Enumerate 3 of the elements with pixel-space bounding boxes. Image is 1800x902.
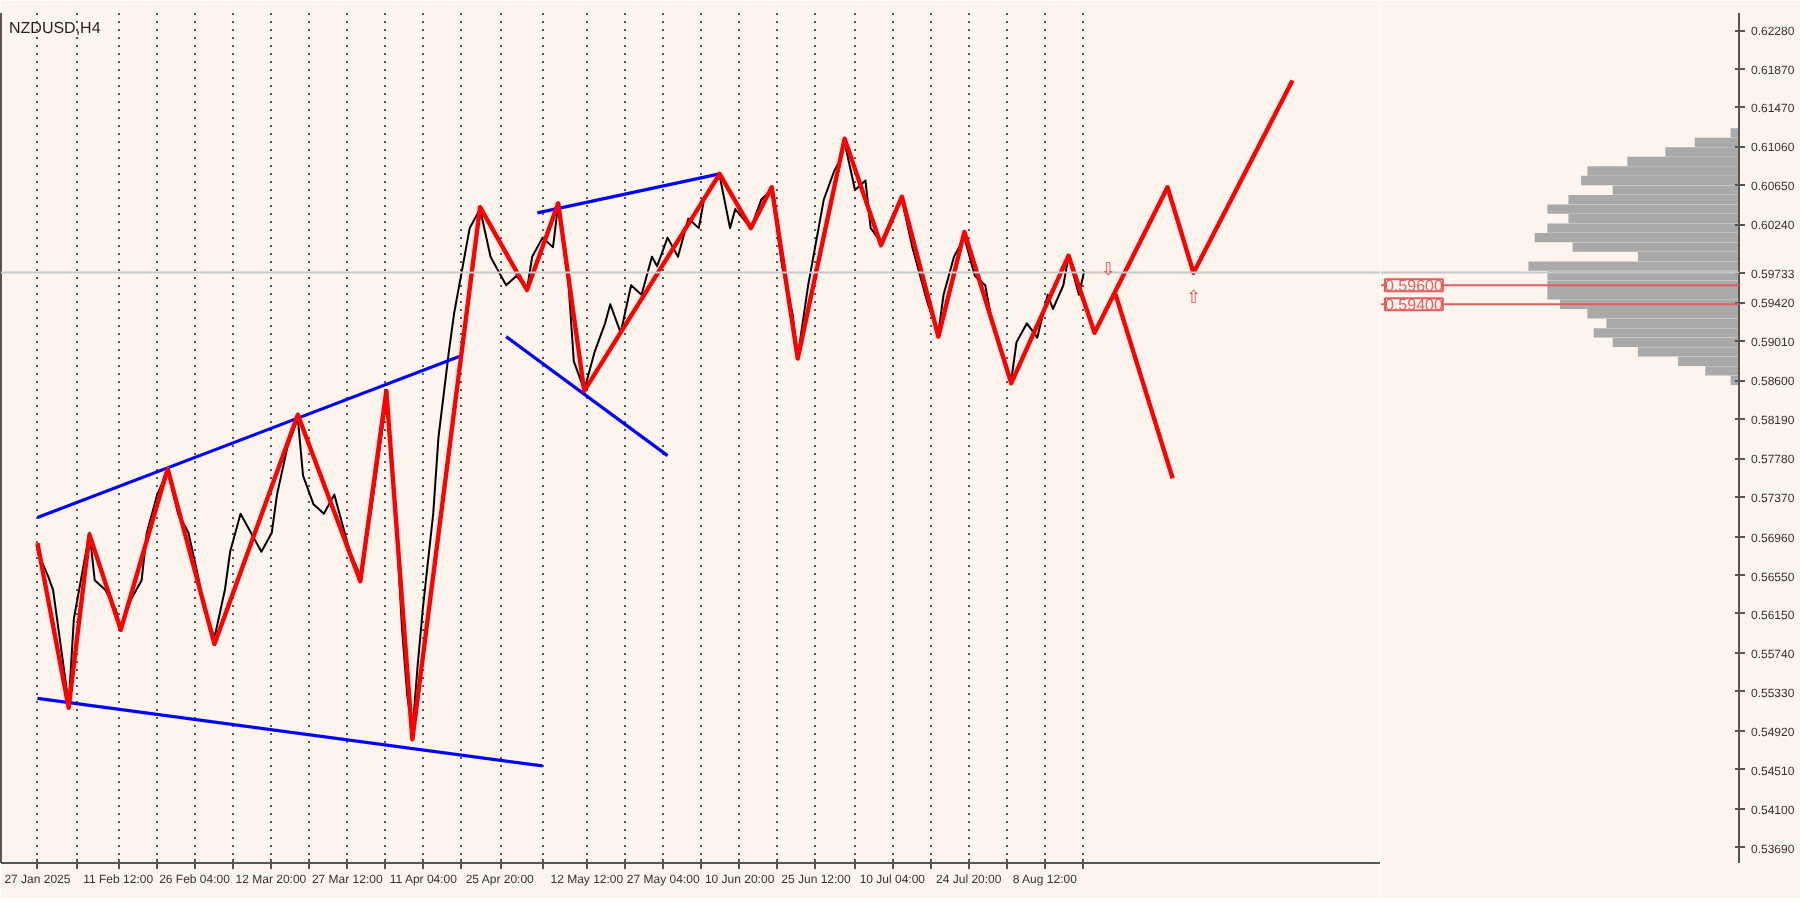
annotation: ⇩ bbox=[1100, 260, 1116, 281]
annotation: ⇧ bbox=[1185, 288, 1202, 309]
chart-title: NZDUSD,H4 bbox=[9, 19, 102, 37]
